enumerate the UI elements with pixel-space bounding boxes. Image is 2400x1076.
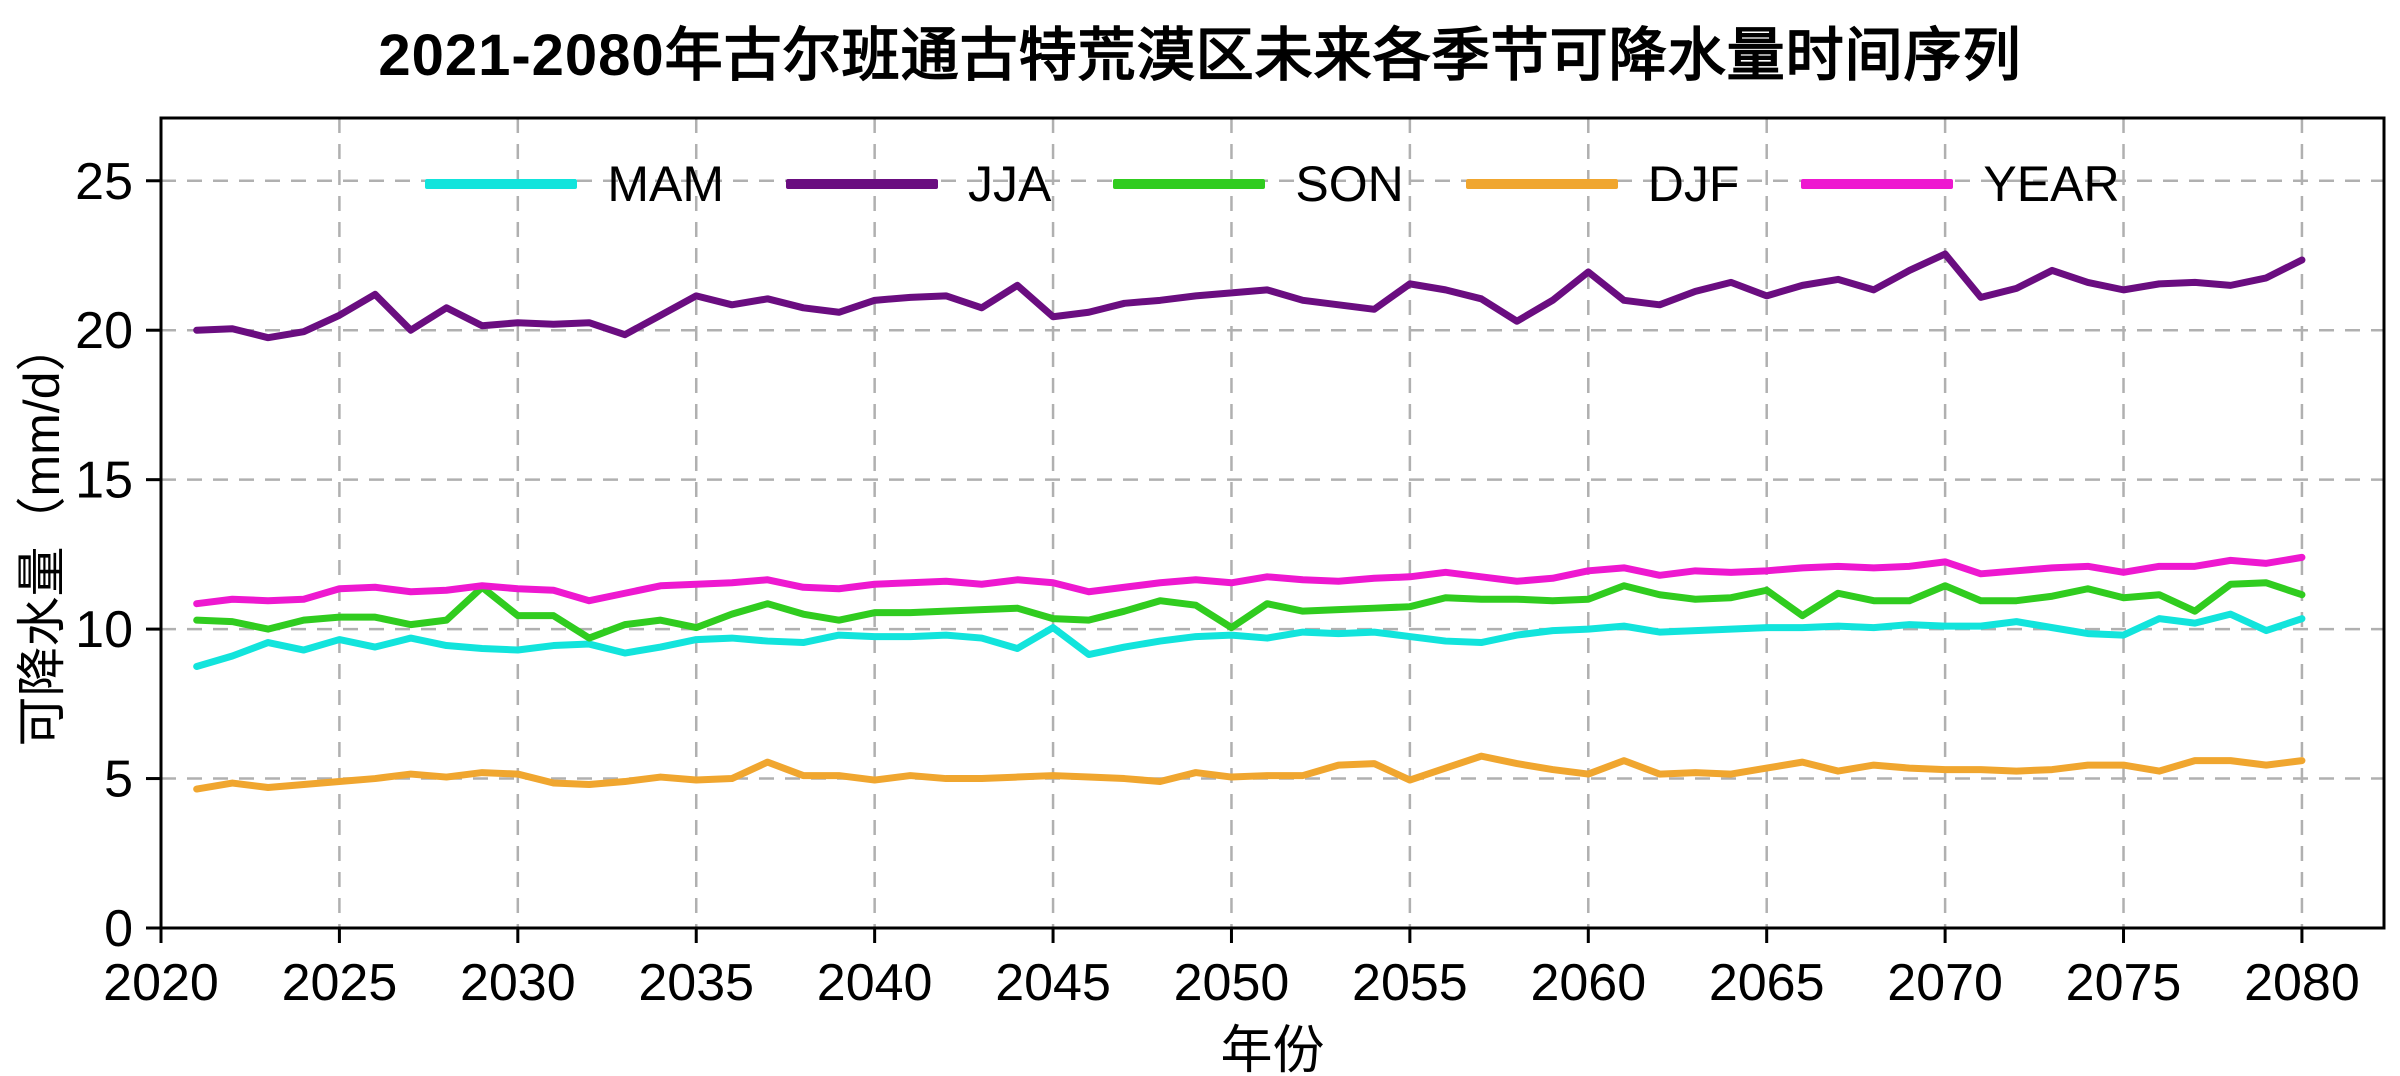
x-tick-label: 2025 [282, 954, 398, 1012]
x-tick-label: 2050 [1174, 954, 1290, 1012]
chart-title: 2021-2080年古尔班通古特荒漠区未来各季节可降水量时间序列 [378, 23, 2022, 88]
legend: MAM JJA SON DJF YEAR [161, 152, 2384, 216]
series-line-year [193, 553, 2306, 608]
x-tick-label: 2065 [1709, 954, 1825, 1012]
x-tick-label: 2070 [1887, 954, 2003, 1012]
legend-label: YEAR [1983, 156, 2120, 212]
x-axis-label: 年份 [1220, 1022, 1325, 1076]
series-line-jja [193, 250, 2306, 342]
legend-label: MAM [607, 156, 725, 212]
y-tick-label: 0 [104, 900, 133, 958]
series-line-mam [193, 610, 2306, 670]
legend-item-son: SON [1113, 156, 1404, 212]
legend-line-swatch [1801, 179, 1954, 189]
x-tick-label: 2080 [2244, 954, 2360, 1012]
legend-label: JJA [968, 156, 1052, 212]
legend-line-swatch [1465, 179, 1618, 189]
y-tick-label: 5 [104, 751, 133, 809]
legend-line-swatch [786, 179, 939, 189]
x-tick-label: 2030 [460, 954, 576, 1012]
y-axis-label: 可降水量（mm/d） [14, 321, 70, 747]
x-tick-label: 2035 [638, 954, 754, 1012]
series-line-son [193, 579, 2306, 642]
legend-item-jja: JJA [786, 159, 1051, 209]
legend-label: DJF [1647, 156, 1740, 212]
x-tick-label: 2040 [817, 954, 933, 1012]
legend-label: SON [1295, 156, 1404, 212]
legend-line-swatch [425, 179, 578, 189]
x-tick-label: 2045 [995, 954, 1111, 1012]
y-tick-label: 25 [75, 153, 133, 211]
legend-item-mam: MAM [425, 159, 724, 209]
y-tick-label: 20 [75, 302, 133, 360]
plot-frame [159, 116, 2386, 930]
x-tick-label: 2020 [103, 954, 219, 1012]
x-tick-label: 2060 [1530, 954, 1646, 1012]
y-tick-label: 15 [75, 452, 133, 510]
y-tick-label: 10 [75, 601, 133, 659]
series-line-djf [193, 752, 2306, 793]
x-tick-label: 2055 [1352, 954, 1468, 1012]
x-tick-label: 2075 [2066, 954, 2182, 1012]
legend-item-djf: DJF [1465, 156, 1740, 212]
legend-line-swatch [1113, 179, 1266, 189]
legend-item-year: YEAR [1801, 156, 2120, 212]
